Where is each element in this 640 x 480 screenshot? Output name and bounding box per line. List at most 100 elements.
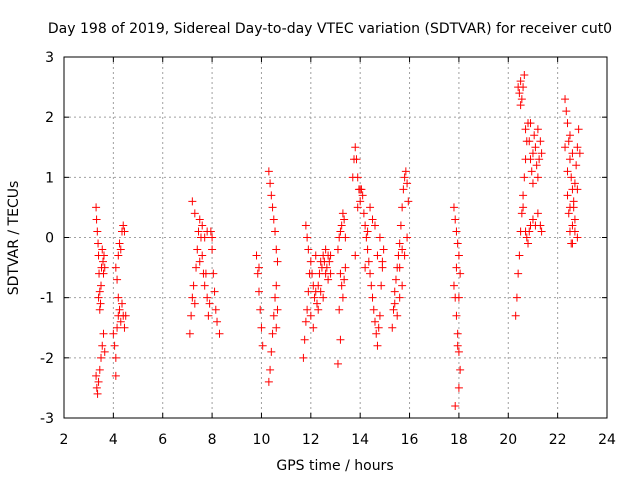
data-point	[454, 383, 463, 392]
data-point	[256, 305, 265, 314]
y-tick-label: -2	[40, 351, 54, 367]
data-point	[312, 299, 321, 308]
data-point	[516, 77, 525, 86]
data-point	[120, 227, 129, 236]
data-point	[565, 131, 574, 140]
data-point	[391, 275, 400, 284]
data-point	[378, 257, 387, 266]
data-point	[400, 251, 409, 260]
y-tick-label: 0	[45, 231, 54, 247]
data-point	[336, 335, 345, 344]
data-point	[353, 203, 362, 212]
y-tick-label: 3	[45, 50, 54, 66]
data-point	[93, 389, 102, 398]
data-point	[451, 215, 460, 224]
data-point	[190, 209, 199, 218]
data-point	[94, 377, 103, 386]
data-point	[120, 323, 129, 332]
data-point	[273, 257, 282, 266]
data-point	[532, 161, 541, 170]
data-point	[304, 287, 313, 296]
data-point	[370, 317, 379, 326]
y-tick-label: 1	[45, 170, 54, 186]
x-axis: 2 4 6 8 10 12 14 16 18 20 22 24	[60, 57, 616, 448]
data-point	[111, 263, 120, 272]
data-point	[563, 167, 572, 176]
data-point	[271, 293, 280, 302]
data-point	[203, 227, 212, 236]
data-point	[92, 203, 101, 212]
data-point	[321, 245, 330, 254]
y-tick-label: 2	[45, 110, 54, 126]
data-point	[271, 227, 280, 236]
data-point	[116, 245, 125, 254]
chart-title: Day 198 of 2019, Sidereal Day-to-day VTE…	[48, 21, 612, 37]
data-point	[100, 347, 109, 356]
data-point	[99, 251, 108, 260]
x-tick-label: 4	[109, 432, 118, 448]
data-point	[114, 251, 123, 260]
data-point	[322, 263, 331, 272]
data-point	[389, 305, 398, 314]
data-point	[452, 311, 461, 320]
data-point	[337, 221, 346, 230]
data-point	[520, 71, 529, 80]
data-point	[314, 281, 323, 290]
data-point	[519, 203, 528, 212]
data-point	[98, 245, 107, 254]
data-point	[533, 125, 542, 134]
data-point	[311, 251, 320, 260]
data-point	[119, 221, 128, 230]
data-point	[537, 227, 546, 236]
data-point	[568, 221, 577, 230]
data-point	[189, 281, 198, 290]
data-point	[99, 269, 108, 278]
data-point	[306, 257, 315, 266]
data-point	[567, 173, 576, 182]
data-point	[403, 233, 412, 242]
data-point	[452, 263, 461, 272]
data-point	[308, 269, 317, 278]
data-point	[356, 197, 365, 206]
data-point	[519, 83, 528, 92]
data-point	[528, 215, 537, 224]
x-tick-label: 24	[598, 432, 616, 448]
data-point	[264, 377, 273, 386]
data-point	[113, 323, 122, 332]
data-point	[524, 239, 533, 248]
data-point	[94, 293, 103, 302]
data-point	[517, 209, 526, 218]
data-point	[300, 335, 309, 344]
data-point	[301, 221, 310, 230]
data-point	[366, 269, 375, 278]
data-point	[299, 353, 308, 362]
data-point	[517, 95, 526, 104]
data-point	[370, 221, 379, 230]
data-point	[110, 341, 119, 350]
x-axis-label: GPS time / hours	[276, 458, 393, 474]
data-point	[398, 281, 407, 290]
data-point	[215, 329, 224, 338]
data-point	[519, 191, 528, 200]
data-point	[208, 233, 217, 242]
data-point	[340, 215, 349, 224]
data-point	[353, 173, 362, 182]
data-point	[98, 341, 107, 350]
data-point	[94, 239, 103, 248]
data-point	[533, 173, 542, 182]
data-point	[531, 143, 540, 152]
data-point	[369, 305, 378, 314]
data-point	[399, 185, 408, 194]
data-point	[363, 245, 372, 254]
data-point	[511, 311, 520, 320]
data-point	[570, 227, 579, 236]
data-point	[267, 347, 276, 356]
data-point	[114, 293, 123, 302]
data-point	[95, 305, 104, 314]
data-point	[512, 293, 521, 302]
data-point	[561, 143, 570, 152]
data-point	[400, 173, 409, 182]
data-point	[96, 299, 105, 308]
data-point	[211, 305, 220, 314]
data-point	[390, 299, 399, 308]
